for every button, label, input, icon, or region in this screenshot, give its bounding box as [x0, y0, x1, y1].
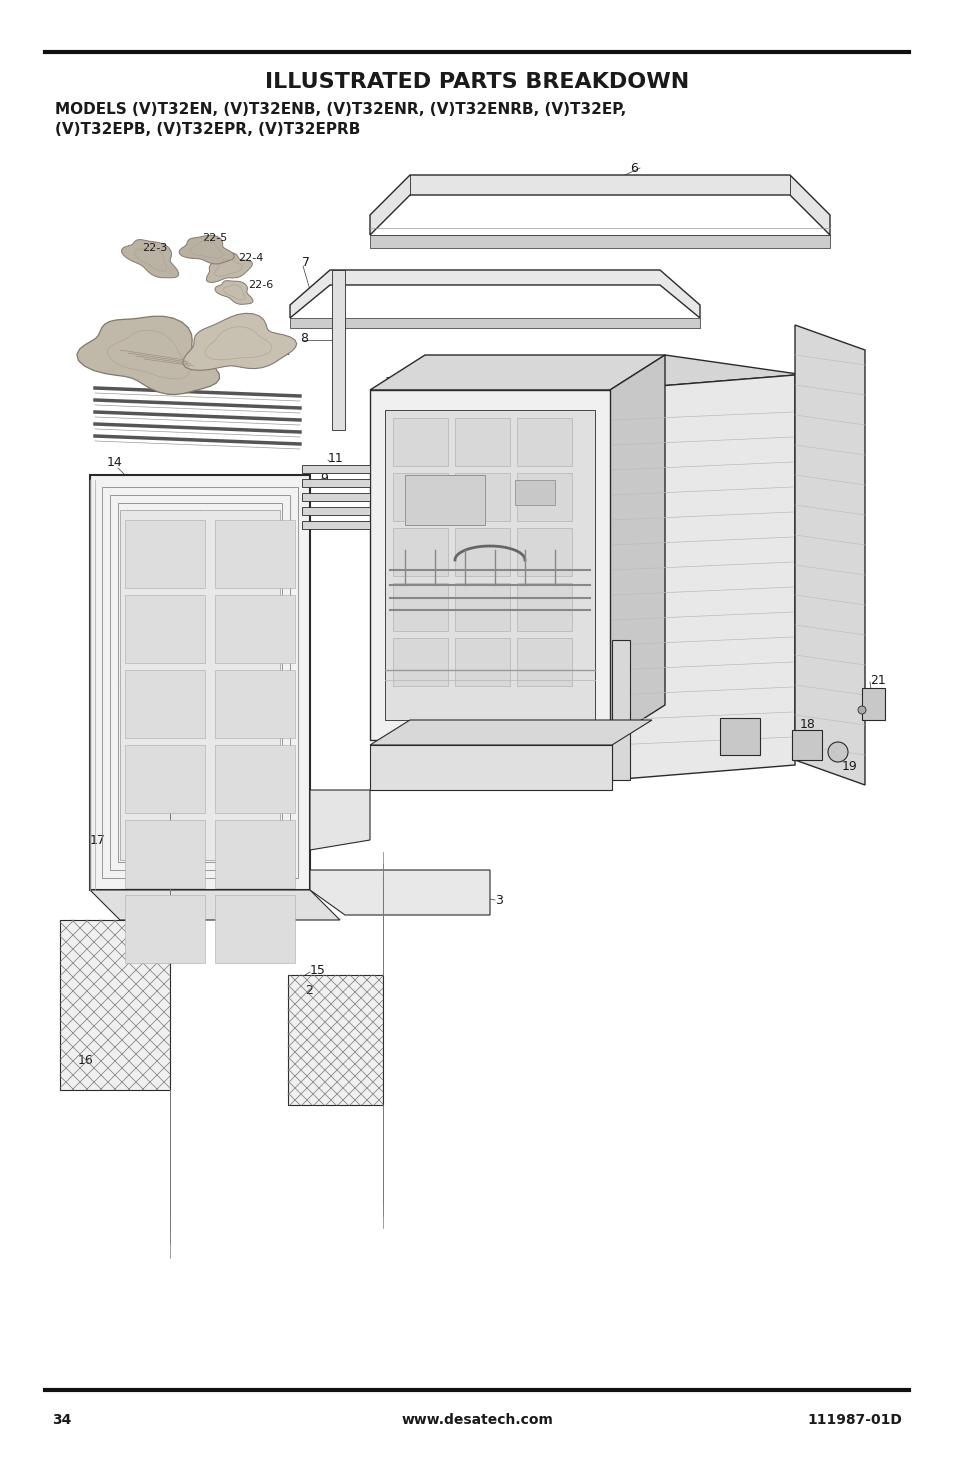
Text: 17: 17	[90, 833, 106, 847]
Polygon shape	[370, 720, 651, 745]
Text: 2: 2	[305, 984, 313, 997]
Polygon shape	[214, 594, 294, 662]
Text: 22-6: 22-6	[248, 280, 273, 291]
Polygon shape	[214, 521, 294, 589]
Text: 18: 18	[800, 718, 815, 732]
Text: 22-5: 22-5	[202, 233, 227, 243]
Polygon shape	[125, 820, 205, 888]
Polygon shape	[125, 521, 205, 589]
Polygon shape	[290, 270, 700, 319]
Polygon shape	[214, 895, 294, 963]
Polygon shape	[370, 355, 664, 389]
Text: 22-2: 22-2	[265, 347, 290, 357]
Text: 9: 9	[319, 472, 328, 484]
Polygon shape	[120, 510, 280, 860]
Polygon shape	[455, 528, 510, 577]
Polygon shape	[393, 417, 448, 466]
Polygon shape	[90, 475, 310, 889]
Polygon shape	[517, 639, 572, 686]
Polygon shape	[302, 479, 370, 487]
Polygon shape	[214, 745, 294, 813]
Text: ILLUSTRATED PARTS BREAKDOWN: ILLUSTRATED PARTS BREAKDOWN	[265, 72, 688, 91]
Polygon shape	[455, 639, 510, 686]
Text: 7: 7	[302, 257, 310, 270]
Polygon shape	[332, 270, 345, 431]
Polygon shape	[862, 687, 884, 720]
Text: 1: 1	[385, 376, 393, 388]
Text: 6: 6	[629, 161, 638, 174]
Text: 11: 11	[328, 453, 343, 466]
Polygon shape	[455, 417, 510, 466]
Polygon shape	[455, 473, 510, 521]
Polygon shape	[302, 465, 370, 473]
Text: 12: 12	[607, 689, 623, 702]
Polygon shape	[214, 670, 294, 738]
Polygon shape	[121, 239, 178, 277]
Text: 3: 3	[495, 894, 502, 907]
Polygon shape	[405, 475, 484, 525]
Polygon shape	[720, 718, 760, 755]
Text: 13: 13	[589, 708, 605, 721]
Polygon shape	[385, 410, 595, 720]
Text: 19: 19	[841, 760, 857, 773]
Polygon shape	[370, 745, 612, 791]
Polygon shape	[302, 507, 370, 515]
Polygon shape	[179, 235, 234, 264]
Polygon shape	[125, 670, 205, 738]
Polygon shape	[125, 895, 205, 963]
Polygon shape	[90, 889, 339, 920]
Text: 4: 4	[200, 376, 208, 388]
Polygon shape	[206, 252, 253, 283]
Polygon shape	[609, 375, 794, 780]
Polygon shape	[302, 493, 370, 502]
Polygon shape	[515, 479, 555, 504]
Polygon shape	[214, 820, 294, 888]
Polygon shape	[517, 583, 572, 631]
Text: 10: 10	[638, 678, 653, 692]
Ellipse shape	[827, 742, 847, 763]
Text: 34: 34	[52, 1413, 71, 1426]
Polygon shape	[125, 594, 205, 662]
Polygon shape	[183, 313, 296, 370]
Text: 22-1: 22-1	[78, 355, 103, 364]
Text: www.desatech.com: www.desatech.com	[400, 1413, 553, 1426]
Text: 111987-01D: 111987-01D	[806, 1413, 901, 1426]
Polygon shape	[609, 355, 664, 740]
Polygon shape	[370, 235, 829, 248]
Polygon shape	[609, 355, 804, 389]
Polygon shape	[393, 528, 448, 577]
Ellipse shape	[857, 707, 865, 714]
Polygon shape	[310, 791, 370, 850]
Text: 15: 15	[310, 963, 326, 976]
Polygon shape	[125, 745, 205, 813]
Polygon shape	[393, 639, 448, 686]
Text: 14: 14	[107, 456, 123, 469]
Polygon shape	[612, 640, 629, 780]
Polygon shape	[370, 389, 609, 740]
Text: 22-3: 22-3	[142, 243, 167, 254]
Text: MODELS (V)T32EN, (V)T32ENB, (V)T32ENR, (V)T32ENRB, (V)T32EP,: MODELS (V)T32EN, (V)T32ENB, (V)T32ENR, (…	[55, 102, 625, 118]
Polygon shape	[310, 870, 490, 914]
Text: (V)T32EPB, (V)T32EPR, (V)T32EPRB: (V)T32EPB, (V)T32EPR, (V)T32EPRB	[55, 122, 360, 137]
Polygon shape	[302, 521, 370, 530]
Polygon shape	[517, 528, 572, 577]
Polygon shape	[517, 417, 572, 466]
Polygon shape	[393, 583, 448, 631]
Polygon shape	[288, 975, 382, 1105]
Polygon shape	[290, 319, 700, 327]
Polygon shape	[60, 920, 170, 1090]
Polygon shape	[794, 324, 864, 785]
Polygon shape	[791, 730, 821, 760]
Polygon shape	[455, 583, 510, 631]
Polygon shape	[77, 316, 219, 394]
Text: 16: 16	[78, 1053, 93, 1066]
Text: 22-4: 22-4	[237, 254, 263, 263]
Polygon shape	[370, 176, 829, 235]
Text: 20: 20	[713, 755, 729, 768]
Polygon shape	[393, 473, 448, 521]
Polygon shape	[214, 280, 253, 304]
Text: 21: 21	[869, 674, 884, 686]
Polygon shape	[517, 473, 572, 521]
Text: 8: 8	[299, 332, 308, 345]
